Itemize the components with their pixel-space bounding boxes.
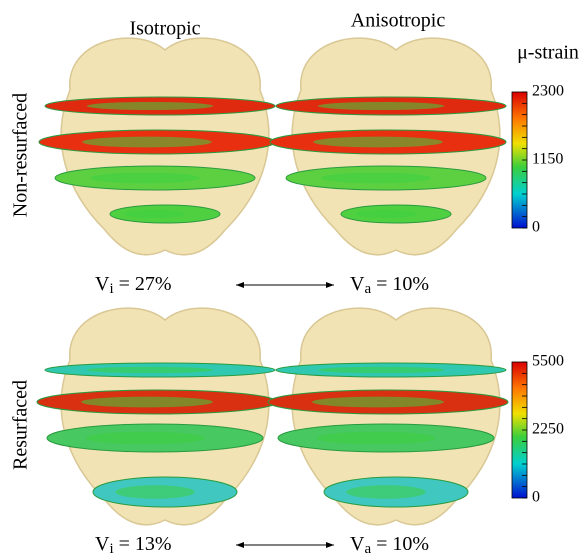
- colorbar-tick-label: 2250: [532, 421, 564, 438]
- column-title: Anisotropic: [351, 10, 446, 32]
- figure: Isotropic Anisotropic μ-strain Non-resur…: [0, 0, 587, 556]
- bone-model: [270, 38, 506, 255]
- strain-band: [86, 432, 205, 445]
- volume-symbol: V: [95, 533, 110, 555]
- volume-label: Va = 10%: [350, 533, 429, 556]
- bone-model: [39, 38, 275, 255]
- volume-symbol: V: [350, 273, 365, 295]
- strain-band: [87, 102, 214, 110]
- volume-value: = 13%: [119, 533, 172, 555]
- bone-model: [37, 308, 277, 525]
- volume-value: = 10%: [376, 273, 429, 295]
- strain-band: [81, 397, 213, 408]
- colorbar-tick-label: 5500: [532, 353, 564, 370]
- volume-subscript: a: [364, 541, 371, 556]
- volume-subscript: a: [364, 281, 371, 297]
- strain-band: [115, 485, 194, 499]
- volume-symbol: V: [95, 273, 110, 295]
- column-title: Isotropic: [129, 18, 200, 40]
- row-label: Non-resurfaced: [10, 93, 32, 217]
- colorbar-tick-label: 1150: [532, 151, 563, 168]
- row-label: Resurfaced: [10, 380, 32, 470]
- volume-subscript: i: [109, 541, 113, 556]
- colorbar-tick-label: 0: [532, 489, 540, 506]
- bone-model: [268, 308, 508, 525]
- colorbar-title: μ-strain: [517, 42, 579, 64]
- volume-label: Va = 10%: [350, 273, 429, 298]
- strain-band: [318, 367, 445, 373]
- strain-band: [318, 102, 445, 110]
- strain-band: [90, 173, 200, 184]
- strain-band: [317, 432, 436, 445]
- strain-band: [87, 367, 214, 373]
- volume-subscript: i: [109, 281, 113, 297]
- volume-label: Vi = 27%: [95, 273, 172, 298]
- volume-label: Vi = 13%: [95, 533, 172, 556]
- colorbar-tick-label: 0: [532, 219, 540, 236]
- volume-value: = 27%: [119, 273, 172, 295]
- strain-band: [312, 397, 444, 408]
- strain-band: [356, 210, 417, 218]
- strain-band: [313, 137, 443, 148]
- volume-symbol: V: [350, 533, 365, 555]
- strain-band: [346, 485, 425, 499]
- volume-value: = 10%: [376, 533, 429, 555]
- strain-band: [321, 173, 431, 184]
- strain-band: [125, 210, 186, 218]
- colorbar-tick-label: 2300: [532, 83, 564, 100]
- strain-band: [82, 137, 212, 148]
